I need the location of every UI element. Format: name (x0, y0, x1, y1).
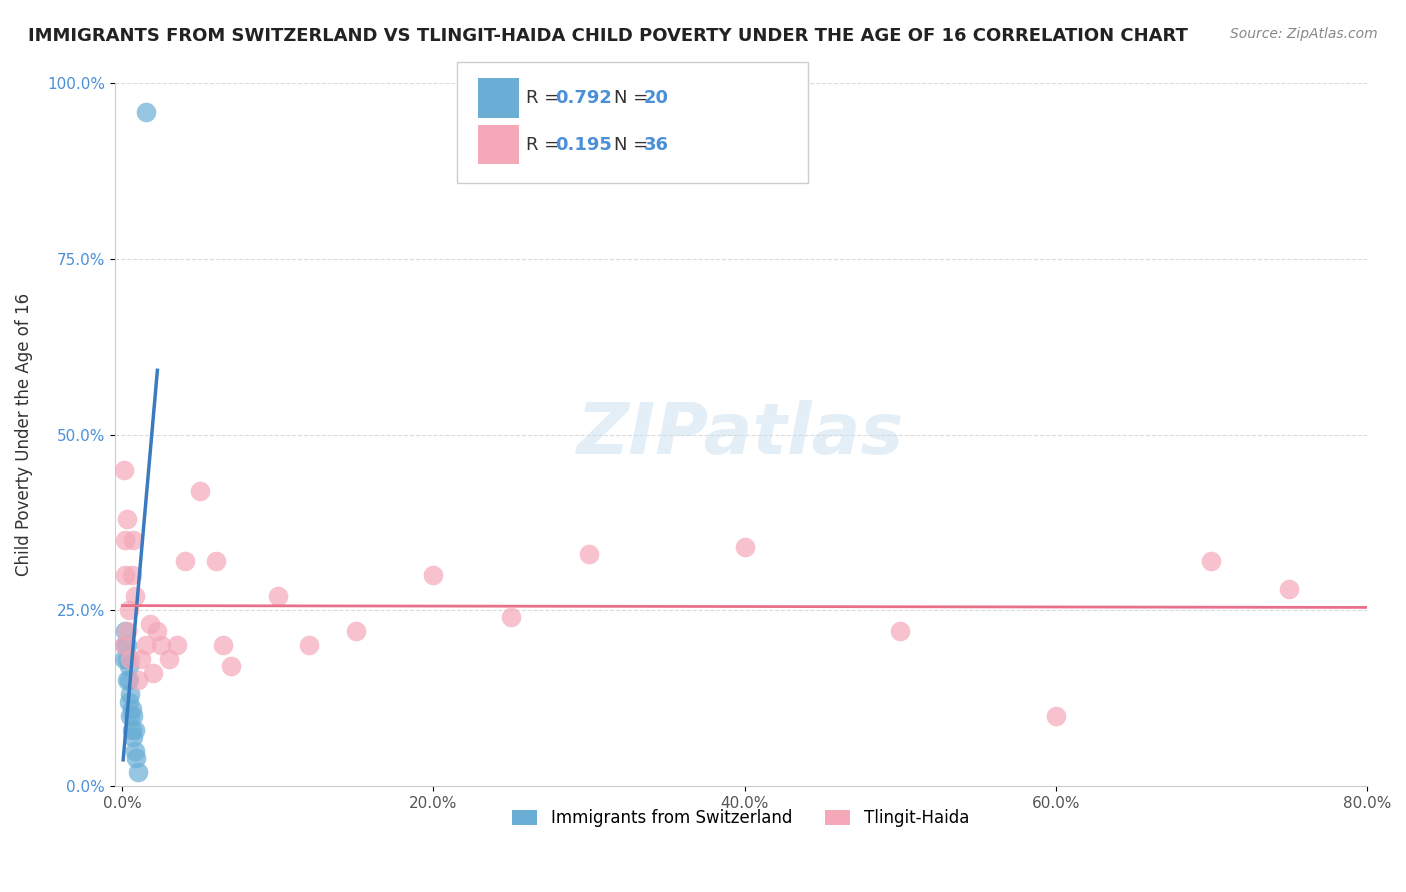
Point (124, 589, 146, 603)
Point (150, 638, 173, 652)
Point (120, 688, 142, 702)
Point (127, 673, 149, 688)
Point (1045, 708, 1067, 723)
Text: N =: N = (614, 89, 654, 107)
Point (889, 624, 911, 639)
Legend: Immigrants from Switzerland, Tlingit-Haida: Immigrants from Switzerland, Tlingit-Hai… (506, 802, 976, 834)
Text: 20: 20 (644, 89, 669, 107)
Point (121, 701, 143, 715)
Point (115, 638, 138, 652)
Point (122, 533, 145, 547)
Point (422, 568, 444, 582)
Point (212, 638, 235, 652)
Text: R =: R = (526, 89, 565, 107)
Point (115, 673, 138, 688)
Text: 36: 36 (644, 136, 669, 153)
Point (124, 744, 146, 758)
Point (129, 652, 152, 666)
Point (501, 610, 523, 624)
Point (112, 463, 135, 477)
Point (114, 533, 136, 547)
Point (114, 568, 136, 582)
Point (298, 638, 321, 652)
Point (115, 652, 138, 666)
Point (125, 750, 148, 764)
Point (135, 104, 157, 119)
Text: IMMIGRANTS FROM SWITZERLAND VS TLINGIT-HAIDA CHILD POVERTY UNDER THE AGE OF 16 C: IMMIGRANTS FROM SWITZERLAND VS TLINGIT-H… (28, 27, 1188, 45)
Text: R =: R = (526, 136, 565, 153)
Point (121, 723, 143, 737)
Text: ZIPatlas: ZIPatlas (576, 401, 904, 469)
Point (115, 512, 138, 526)
Point (114, 638, 136, 652)
Point (117, 603, 139, 617)
Text: 0.792: 0.792 (555, 89, 612, 107)
Point (204, 554, 226, 568)
Text: N =: N = (614, 136, 654, 153)
Point (145, 624, 167, 639)
Point (1199, 554, 1222, 568)
Point (188, 483, 211, 498)
Point (267, 589, 290, 603)
Point (122, 730, 145, 744)
Point (114, 624, 136, 639)
Point (117, 694, 139, 708)
Y-axis label: Child Poverty Under the Age of 16: Child Poverty Under the Age of 16 (15, 293, 32, 576)
Point (120, 652, 142, 666)
Point (124, 723, 146, 737)
Point (135, 638, 157, 652)
Point (117, 659, 139, 673)
Point (115, 624, 138, 639)
Point (166, 638, 188, 652)
Point (122, 708, 145, 723)
Point (139, 617, 162, 632)
Point (578, 547, 600, 561)
Point (112, 652, 135, 666)
Text: 0.195: 0.195 (555, 136, 612, 153)
Point (157, 652, 180, 666)
Point (734, 540, 756, 554)
Point (120, 708, 142, 723)
Point (121, 568, 143, 582)
Point (112, 638, 135, 652)
Point (142, 666, 165, 681)
Point (1278, 582, 1301, 596)
Point (219, 659, 242, 673)
Point (127, 764, 149, 779)
Point (344, 624, 367, 639)
Point (117, 673, 139, 688)
Text: Source: ZipAtlas.com: Source: ZipAtlas.com (1230, 27, 1378, 41)
Point (173, 554, 195, 568)
